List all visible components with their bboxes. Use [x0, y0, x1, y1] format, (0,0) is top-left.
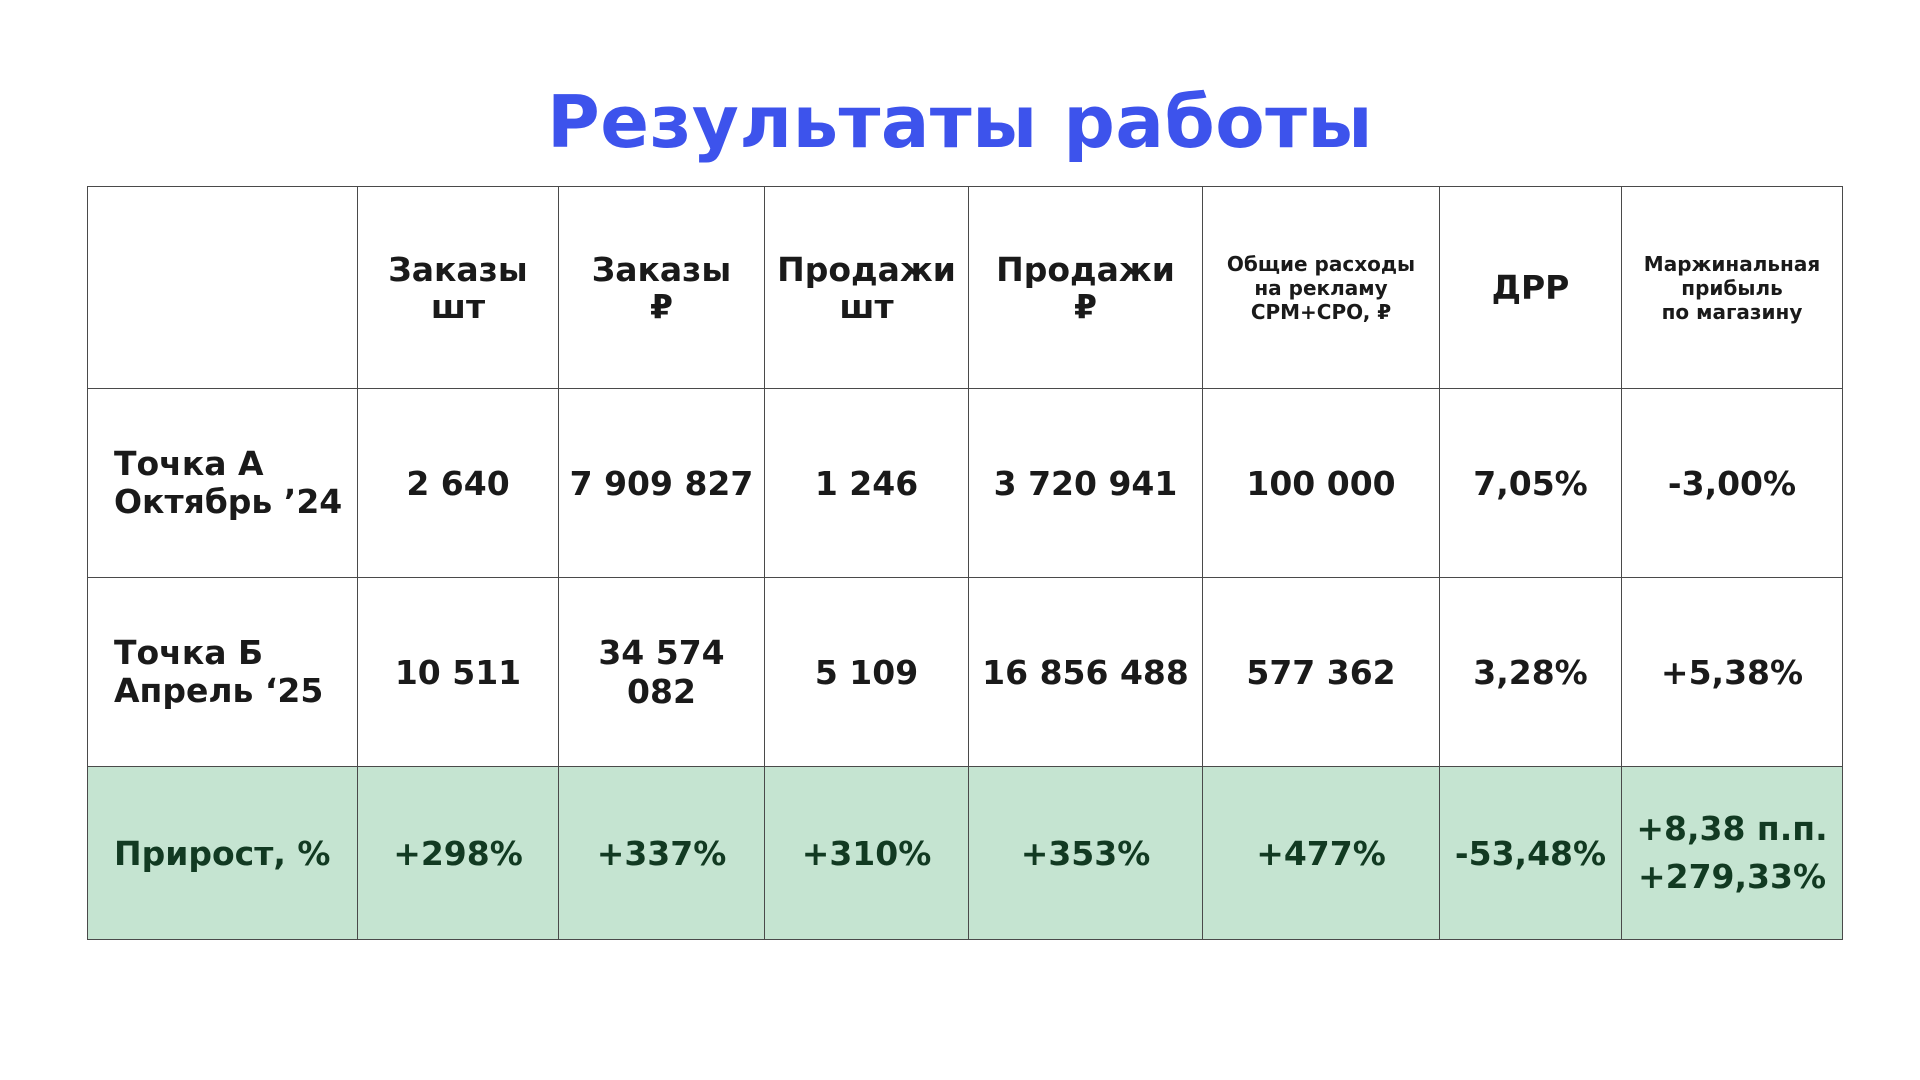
cell-orders-qty: 10 511 [357, 577, 559, 767]
growth-sales-rub: +353% [968, 766, 1203, 940]
header-drr: ДРР [1439, 186, 1622, 389]
header-sales-rub: Продажи ₽ [968, 186, 1203, 389]
cell-orders-qty: 2 640 [357, 388, 559, 578]
growth-drr: -53,48% [1439, 766, 1622, 940]
header-margin-profit: Маржинальная прибыль по магазину [1621, 186, 1843, 389]
cell-orders-rub: 34 574 082 [558, 577, 765, 767]
table-row: Точка Б Апрель ‘25 10 511 34 574 082 5 1… [87, 577, 1843, 767]
cell-margin-profit: -3,00% [1621, 388, 1843, 578]
cell-sales-rub: 3 720 941 [968, 388, 1203, 578]
header-sales-qty: Продажи шт [764, 186, 969, 389]
growth-margin-pct: +279,33% [1637, 857, 1827, 896]
row-label-point-a: Точка А Октябрь ’24 [87, 388, 358, 578]
growth-margin-profit: +8,38 п.п. +279,33% [1621, 766, 1843, 940]
results-table: Заказы шт Заказы ₽ Продажи шт Продажи ₽ … [87, 186, 1843, 940]
growth-sales-qty: +310% [764, 766, 969, 940]
growth-row: Прирост, % +298% +337% +310% +353% +477%… [87, 766, 1843, 940]
row-label-point-b: Точка Б Апрель ‘25 [87, 577, 358, 767]
cell-ad-spend: 100 000 [1202, 388, 1440, 578]
cell-margin-profit: +5,38% [1621, 577, 1843, 767]
cell-sales-qty: 1 246 [764, 388, 969, 578]
header-orders-qty: Заказы шт [357, 186, 559, 389]
cell-sales-qty: 5 109 [764, 577, 969, 767]
cell-drr: 7,05% [1439, 388, 1622, 578]
row-label-growth: Прирост, % [87, 766, 358, 940]
growth-margin-pp: +8,38 п.п. [1636, 809, 1828, 848]
table-row: Точка А Октябрь ’24 2 640 7 909 827 1 24… [87, 388, 1843, 578]
cell-orders-rub: 7 909 827 [558, 388, 765, 578]
cell-ad-spend: 577 362 [1202, 577, 1440, 767]
growth-ad-spend: +477% [1202, 766, 1440, 940]
page-title: Результаты работы [546, 80, 1374, 164]
cell-sales-rub: 16 856 488 [968, 577, 1203, 767]
cell-drr: 3,28% [1439, 577, 1622, 767]
growth-orders-rub: +337% [558, 766, 765, 940]
header-empty-cell [87, 186, 358, 389]
header-ad-spend: Общие расходы на рекламу CPM+CPO, ₽ [1202, 186, 1440, 389]
header-row: Заказы шт Заказы ₽ Продажи шт Продажи ₽ … [87, 186, 1843, 389]
header-orders-rub: Заказы ₽ [558, 186, 765, 389]
growth-orders-qty: +298% [357, 766, 559, 940]
